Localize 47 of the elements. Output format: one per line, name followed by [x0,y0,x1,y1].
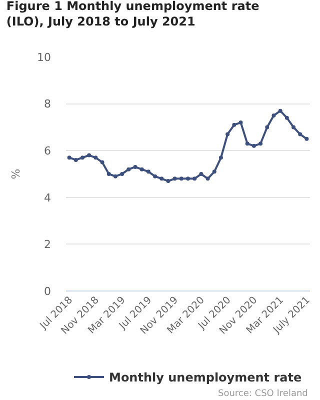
point [160,176,164,181]
point [265,125,270,130]
point [146,170,150,174]
point [120,172,124,176]
point [226,132,230,136]
point [238,120,243,125]
point [206,176,210,181]
point [106,172,111,176]
point [179,176,184,181]
y-tick-label: 6 [44,144,51,158]
point [212,170,216,174]
point [133,164,138,169]
point [166,179,170,184]
legend-label: Monthly unemployment rate [109,370,302,385]
point [252,144,256,148]
point [100,160,104,164]
point [304,136,309,141]
point [172,176,177,181]
y-tick-label: 0 [44,284,51,298]
point [278,108,282,113]
point [140,167,144,172]
point [258,142,263,146]
point [192,176,197,181]
chart-title: Figure 1 Monthly unemployment rate (ILO), July 2018 to July 2021 [6,0,260,29]
y-axis-title: % [10,168,23,180]
point [153,174,158,178]
point [126,167,131,172]
y-tick-label: 4 [44,191,51,204]
point [284,116,289,120]
point [87,153,92,158]
point [245,142,250,146]
point [218,156,223,160]
point [232,122,236,127]
point [113,174,118,178]
point [67,156,72,160]
point [80,156,84,160]
point [292,125,296,130]
point [186,176,190,181]
source-note: Source: CSO Ireland [218,389,308,399]
point [94,156,98,160]
point [74,158,78,162]
point [298,132,302,136]
y-tick-label: 8 [44,98,51,111]
point [199,172,204,176]
y-tick-label: 10 [37,50,51,64]
point [272,114,276,118]
y-tick-label: 2 [44,238,51,252]
